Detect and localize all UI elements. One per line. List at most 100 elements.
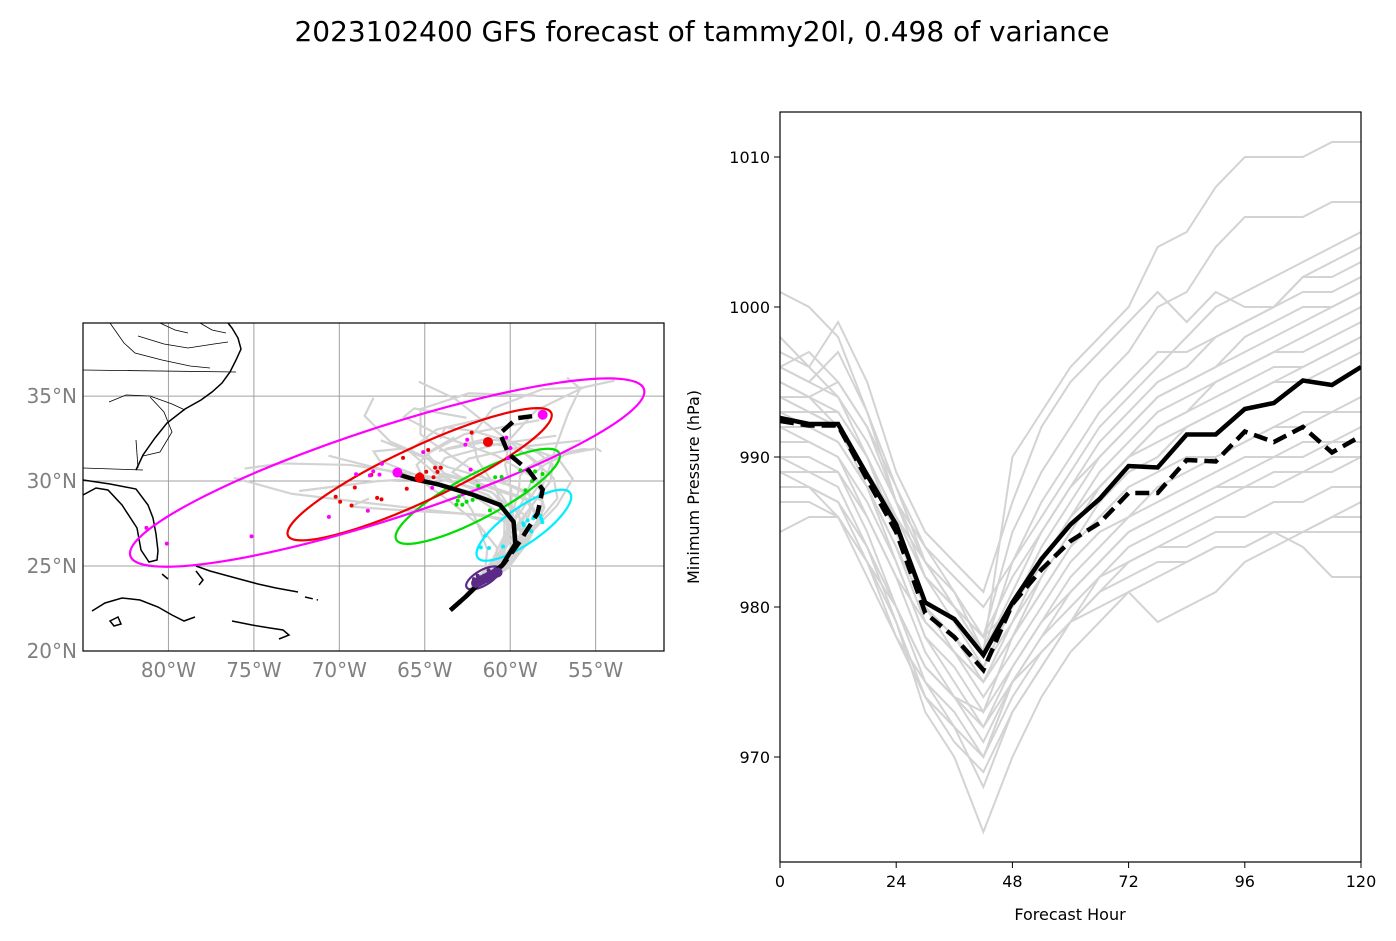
map-x-tick-label: 65°W <box>397 658 452 682</box>
member-pressure-line <box>780 291 1361 670</box>
coastlines <box>83 323 319 640</box>
member-position-dot <box>438 465 443 470</box>
member-pressure-line <box>780 486 1361 729</box>
member-position-dot <box>465 437 470 442</box>
pressure-content <box>780 141 1361 835</box>
member-position-dot <box>365 508 370 513</box>
ellipse-red <box>286 407 553 542</box>
map-y-tick-label: 35°N <box>27 384 77 408</box>
x-axis-label: Forecast Hour <box>1014 905 1126 924</box>
member-position-dot <box>354 472 359 477</box>
track-map-panel: 80°W 75°W 70°W 65°W 60°W 55°W 20°N 25°N 30°N 35°N <box>27 322 665 682</box>
member-position-dot <box>478 545 483 550</box>
member-position-dot <box>540 472 545 477</box>
map-x-tick-label: 80°W <box>141 658 196 682</box>
member-position-dot <box>469 430 474 435</box>
map-x-tick-label: 55°W <box>568 658 623 682</box>
y-tick-label: 970 <box>739 748 770 767</box>
member-position-dot <box>371 469 376 474</box>
y-tick-label: 990 <box>739 448 770 467</box>
y-axis-label: Minimum Pressure (hPa) <box>684 390 703 584</box>
member-position-dot <box>426 447 431 452</box>
member-position-dot <box>476 484 481 489</box>
mean-track-dashed <box>448 412 546 612</box>
mean-pressure-lines <box>780 365 1361 675</box>
x-tick-label: 24 <box>886 872 906 891</box>
member-position-dot <box>352 485 357 490</box>
member-position-dot <box>457 494 462 499</box>
ellipse-magenta <box>128 377 646 568</box>
member-pressure-line <box>780 336 1361 669</box>
member-pressure-line <box>780 141 1361 655</box>
map-x-tick-label: 70°W <box>312 658 367 682</box>
member-position-dot <box>508 446 513 451</box>
member-position-dot <box>326 514 331 519</box>
member-position-dot <box>433 465 438 470</box>
member-position-dot <box>379 461 384 466</box>
member-position-dot <box>377 472 382 477</box>
mean-point-magenta <box>537 409 548 420</box>
state-borders <box>83 323 237 471</box>
member-position-dot <box>404 486 409 491</box>
member-position-dot <box>499 475 504 480</box>
member-pressure-line <box>780 411 1361 684</box>
member-position-dot <box>464 499 469 504</box>
member-pressure-line <box>780 426 1361 730</box>
member-position-dot <box>431 475 436 480</box>
map-x-tick-label: 60°W <box>483 658 538 682</box>
member-position-dot <box>338 499 343 504</box>
member-position-dot <box>349 503 354 508</box>
member-position-dot <box>460 502 465 507</box>
y-tick-label: 1000 <box>729 298 770 317</box>
ellipse-green <box>394 447 561 545</box>
member-position-dot <box>164 541 169 546</box>
mean-point-red <box>482 436 493 447</box>
member-pressure-line <box>780 456 1361 714</box>
member-position-dot <box>518 468 523 473</box>
y-tick-label: 1010 <box>729 148 770 167</box>
member-position-dot <box>144 525 149 530</box>
mean-tracks <box>392 409 548 612</box>
member-pressure-line <box>780 231 1361 609</box>
member-position-dot <box>249 534 254 539</box>
member-position-dot <box>401 455 406 460</box>
member-position-dot <box>333 494 338 499</box>
mean-pressure-solid <box>780 365 1361 660</box>
member-position-dot <box>521 523 526 528</box>
member-position-dot <box>483 533 488 538</box>
member-position-dot <box>487 508 492 513</box>
member-position-dot <box>468 467 473 472</box>
map-y-tick-label: 25°N <box>27 554 77 578</box>
member-position-dot <box>367 473 372 478</box>
member-position-dot <box>539 516 544 521</box>
member-position-dot <box>540 520 545 525</box>
x-tick-label: 120 <box>1346 872 1377 891</box>
genesis-marker <box>492 567 503 578</box>
member-position-dot <box>463 442 468 447</box>
map-y-tick-label: 30°N <box>27 469 77 493</box>
map-x-tick-label: 75°W <box>226 658 281 682</box>
member-pressure-line <box>780 321 1361 685</box>
member-position-dot <box>493 475 498 480</box>
map-content <box>83 323 646 640</box>
pressure-ticks: 0 24 48 72 96 120 970 980 990 1000 1010 <box>729 148 1376 891</box>
map-frame <box>82 322 665 652</box>
x-tick-label: 0 <box>775 872 785 891</box>
member-pressure-line <box>780 486 1361 760</box>
uncertainty-ellipses <box>128 377 646 591</box>
x-tick-label: 72 <box>1118 872 1138 891</box>
member-position-dot <box>421 450 426 455</box>
member-position-dot <box>486 546 491 551</box>
x-tick-label: 96 <box>1235 872 1255 891</box>
member-position-dot <box>505 456 510 461</box>
mean-point-red <box>414 472 425 483</box>
member-position-dot <box>529 529 534 534</box>
figure-title: 2023102400 GFS forecast of tammy20l, 0.4… <box>294 15 1109 48</box>
map-y-tick-label: 20°N <box>27 639 77 663</box>
ensemble-pressure-lines <box>780 141 1361 835</box>
map-background <box>83 323 664 651</box>
member-position-dot <box>470 497 475 502</box>
member-position-dot <box>501 544 506 549</box>
y-tick-label: 980 <box>739 598 770 617</box>
